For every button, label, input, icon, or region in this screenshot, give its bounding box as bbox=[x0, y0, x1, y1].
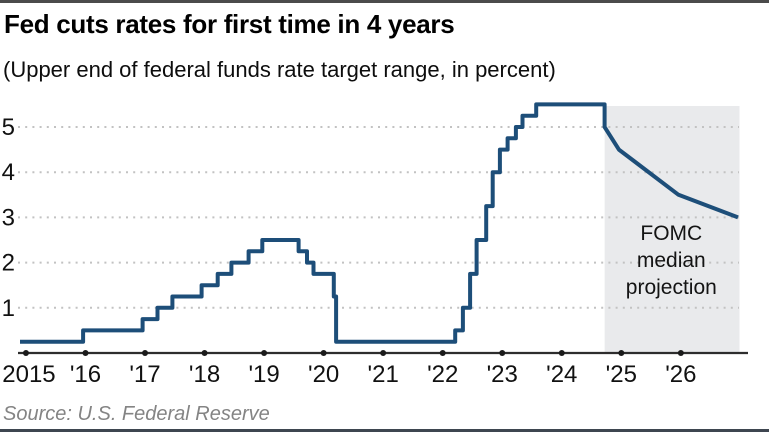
x-tick-label: '24 bbox=[546, 361, 577, 388]
x-tick-label: '26 bbox=[665, 361, 696, 388]
x-tick-label: '20 bbox=[308, 361, 339, 388]
projection-annotation-line: median bbox=[637, 249, 706, 272]
y-tick-label: 2 bbox=[2, 250, 15, 277]
bottom-border bbox=[0, 429, 769, 432]
chart-title: Fed cuts rates for first time in 4 years bbox=[4, 9, 455, 39]
x-tick-dot bbox=[439, 350, 446, 356]
x-tick-label: '17 bbox=[129, 361, 160, 388]
x-tick-label: '16 bbox=[70, 361, 101, 388]
x-tick-dot bbox=[558, 350, 565, 356]
x-tick-label: '18 bbox=[189, 361, 220, 388]
rate-line bbox=[20, 102, 739, 344]
x-tick-dot bbox=[142, 350, 149, 356]
x-tick-dot bbox=[618, 350, 625, 356]
x-tick-label: '22 bbox=[427, 361, 458, 388]
x-tick-dot bbox=[22, 350, 29, 356]
y-tick-label: 1 bbox=[2, 295, 15, 322]
projection-annotation-line: FOMC bbox=[640, 222, 702, 245]
x-tick-dot bbox=[380, 350, 387, 356]
x-tick-label: '25 bbox=[606, 361, 637, 388]
source-note: Source: U.S. Federal Reserve bbox=[3, 403, 270, 425]
x-tick-label: '19 bbox=[248, 361, 279, 388]
x-tick-dot bbox=[261, 350, 268, 356]
projection-annotation-line: projection bbox=[626, 276, 717, 299]
y-tick-label: 5 bbox=[2, 114, 15, 141]
projection-region bbox=[604, 106, 740, 353]
x-tick-dot bbox=[677, 350, 684, 356]
x-tick-label: '23 bbox=[487, 361, 518, 388]
x-tick-dot bbox=[320, 350, 327, 356]
top-border bbox=[0, 0, 769, 3]
y-tick-label: 4 bbox=[2, 159, 15, 186]
y-tick-label: 3 bbox=[2, 204, 15, 231]
x-tick-dot bbox=[82, 350, 89, 356]
x-tick-label: 2015 bbox=[2, 361, 55, 388]
x-tick-label: '21 bbox=[368, 361, 399, 388]
chart-subtitle: (Upper end of federal funds rate target … bbox=[3, 57, 556, 82]
x-tick-dot bbox=[201, 350, 208, 356]
x-tick-dot bbox=[499, 350, 506, 356]
